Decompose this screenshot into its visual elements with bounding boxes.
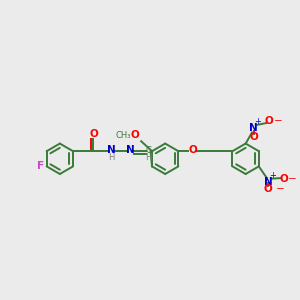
Text: N: N xyxy=(126,145,135,155)
Text: O: O xyxy=(265,116,273,126)
Text: −: − xyxy=(288,174,297,184)
Text: O: O xyxy=(188,145,197,155)
Text: H: H xyxy=(145,153,152,162)
Text: F: F xyxy=(37,161,44,171)
Text: +: + xyxy=(254,117,261,126)
Text: −: − xyxy=(274,116,282,126)
Text: CH₃: CH₃ xyxy=(116,131,131,140)
Text: O: O xyxy=(131,130,140,140)
Text: O: O xyxy=(250,131,258,142)
Text: N: N xyxy=(107,145,116,155)
Text: N: N xyxy=(264,177,273,187)
Text: −: − xyxy=(275,184,284,194)
Text: +: + xyxy=(269,171,276,180)
Text: O: O xyxy=(279,174,288,184)
Text: O: O xyxy=(89,129,98,139)
Text: H: H xyxy=(109,153,115,162)
Text: C: C xyxy=(146,146,152,155)
Text: O: O xyxy=(264,184,273,194)
Text: N: N xyxy=(250,123,258,133)
